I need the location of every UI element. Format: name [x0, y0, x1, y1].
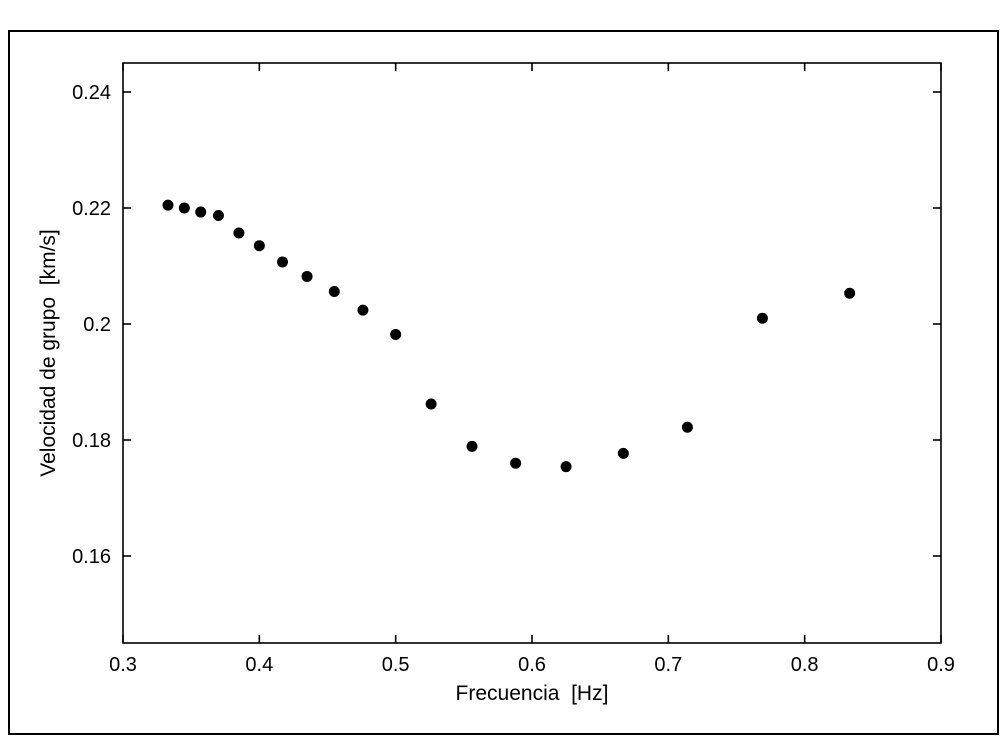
x-tick-label: 0.7	[654, 654, 682, 676]
data-point	[357, 304, 369, 316]
data-point	[681, 421, 693, 433]
data-point	[253, 240, 265, 252]
y-tick-label: 0.24	[72, 82, 111, 104]
data-point	[301, 270, 313, 282]
x-tick-label: 0.9	[927, 654, 955, 676]
y-tick-label: 0.22	[72, 198, 111, 220]
data-point	[212, 210, 224, 222]
data-point	[617, 447, 629, 459]
plot-area	[122, 62, 942, 644]
x-tick-label: 0.8	[791, 654, 819, 676]
y-tick-label: 0.2	[83, 314, 111, 336]
data-point	[844, 287, 856, 299]
data-point	[162, 199, 174, 211]
axis-tick-labels: 0.3 0.4 0.5 0.6 0.7 0.8 0.9 0.16 0.18 0.2 0.22 0.24	[72, 82, 955, 676]
y-axis-label: Velocidad de grupo [km/s]	[37, 229, 60, 476]
data-point	[233, 227, 245, 239]
x-axis-label: Frecuencia [Hz]	[456, 682, 609, 705]
y-tick-label: 0.16	[72, 546, 111, 568]
data-point	[195, 206, 207, 218]
data-point	[328, 286, 340, 298]
data-point	[277, 256, 289, 268]
data-point	[560, 461, 572, 473]
x-tick-label: 0.5	[382, 654, 410, 676]
x-tick-label: 0.3	[109, 654, 137, 676]
data-point	[466, 440, 478, 452]
data-point	[425, 398, 437, 410]
figure-border	[8, 30, 999, 735]
data-point	[756, 312, 768, 324]
data-point	[390, 328, 402, 340]
axis-ticks	[122, 63, 942, 643]
data-point	[178, 202, 190, 214]
x-tick-label: 0.4	[245, 654, 273, 676]
x-tick-label: 0.6	[518, 654, 546, 676]
data-points	[162, 199, 856, 473]
y-tick-label: 0.18	[72, 430, 111, 452]
data-point	[510, 457, 522, 469]
